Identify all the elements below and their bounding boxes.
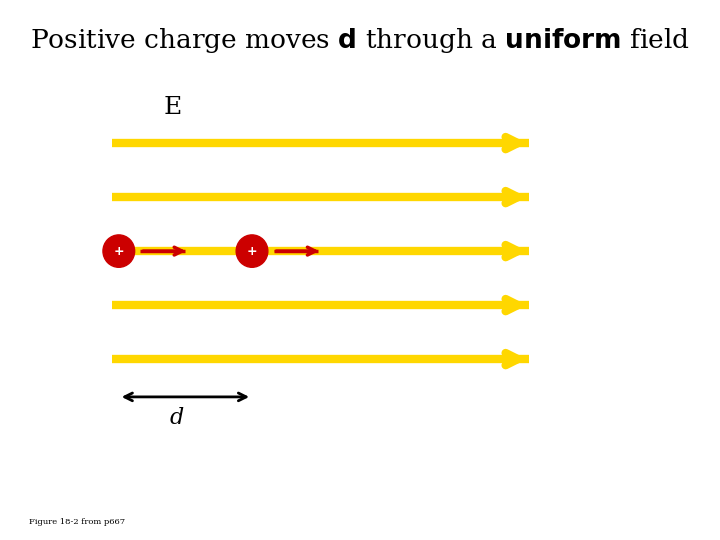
Text: Figure 18-2 from p667: Figure 18-2 from p667: [29, 518, 125, 526]
Text: +: +: [114, 245, 124, 258]
Text: Positive charge moves $\bf{d}$ through a $\bf{uniform}$ field: Positive charge moves $\bf{d}$ through a…: [30, 26, 690, 55]
Text: E: E: [163, 97, 182, 119]
Ellipse shape: [103, 235, 135, 267]
Ellipse shape: [236, 235, 268, 267]
Text: d: d: [169, 408, 184, 429]
Text: +: +: [247, 245, 257, 258]
